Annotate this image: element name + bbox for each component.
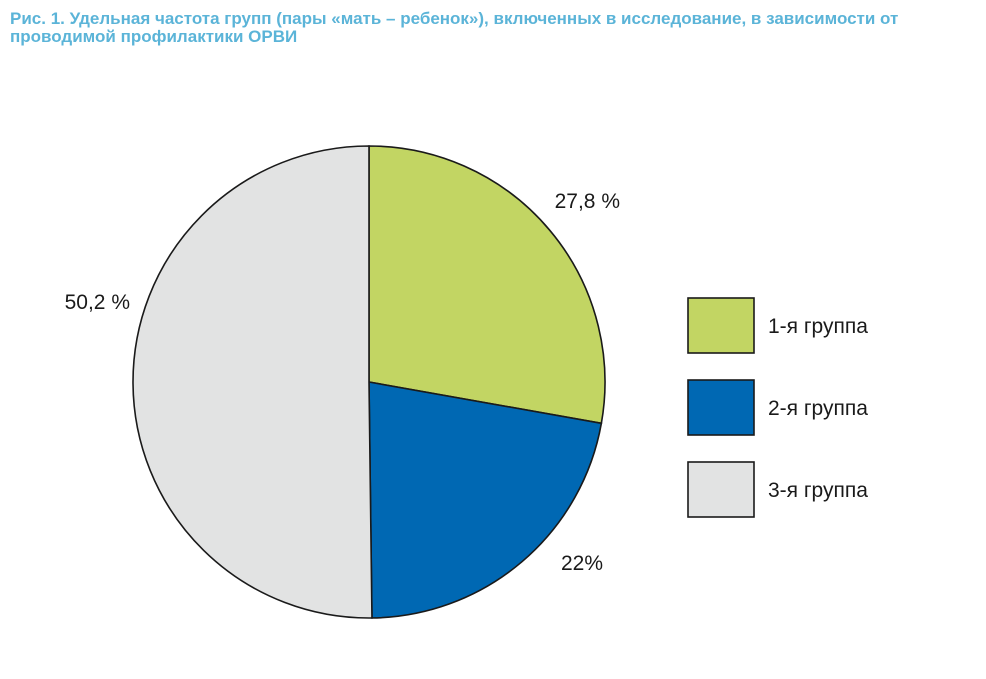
legend-swatch-2 [687, 379, 755, 436]
pie-slices [132, 145, 606, 619]
legend-swatch-3 [687, 461, 755, 518]
legend-label-2: 2-я группа [768, 397, 868, 420]
legend-swatch-1 [687, 297, 755, 354]
slice-value-label-3: 50,2 % [65, 291, 130, 314]
legend: 1-я группа 2-я группа 3-я группа [687, 297, 868, 518]
figure-title: Рис. 1. Удельная частота групп (пары «ма… [10, 9, 899, 46]
slice-value-label-2: 22% [561, 552, 603, 575]
pie-slice-2 [368, 381, 603, 619]
legend-label-1: 1-я группа [768, 315, 868, 338]
legend-label-3: 3-я группа [768, 479, 868, 502]
slice-labels: 27,8 % 22% 50,2 % [65, 190, 620, 575]
pie-slice-1 [368, 145, 606, 425]
slice-value-label-1: 27,8 % [555, 190, 620, 213]
pie-slice-3 [132, 145, 373, 619]
